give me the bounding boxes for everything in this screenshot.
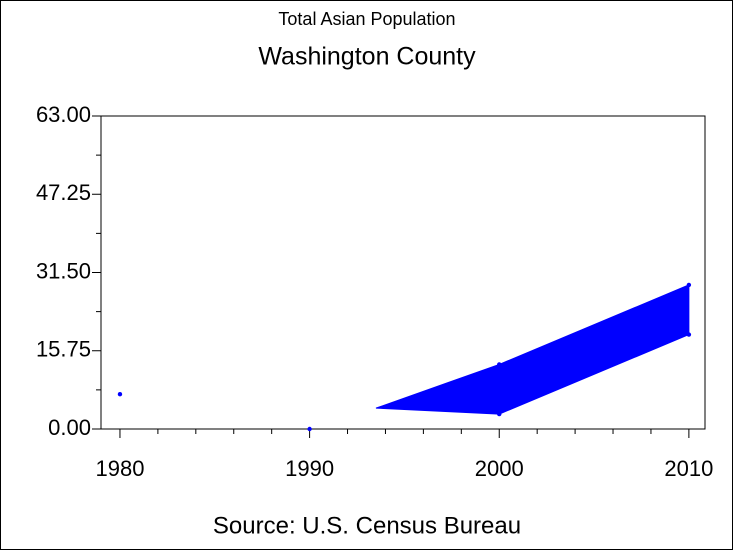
x-tick-label: 2000 bbox=[475, 456, 524, 481]
y-tick-label: 15.75 bbox=[36, 337, 91, 362]
band-point bbox=[497, 411, 502, 417]
band-point bbox=[686, 282, 692, 288]
chart-subtitle: Washington County bbox=[258, 43, 476, 71]
point bbox=[307, 426, 312, 432]
band-point bbox=[686, 332, 692, 337]
point bbox=[117, 392, 123, 397]
footnote: Source: U.S. Census Bureau bbox=[213, 512, 521, 539]
band-point bbox=[497, 362, 502, 367]
y-tick-label: 47.25 bbox=[36, 180, 91, 205]
x-tick-label: 1990 bbox=[285, 456, 334, 481]
y-tick-label: 0.00 bbox=[48, 415, 91, 440]
y-tick-label: 63.00 bbox=[36, 102, 91, 127]
chart-title: Total Asian Population bbox=[278, 9, 455, 29]
x-tick-label: 2010 bbox=[664, 456, 713, 481]
x-tick-label: 1980 bbox=[95, 456, 144, 481]
y-tick-label: 31.50 bbox=[36, 258, 91, 283]
band-area bbox=[375, 284, 690, 415]
